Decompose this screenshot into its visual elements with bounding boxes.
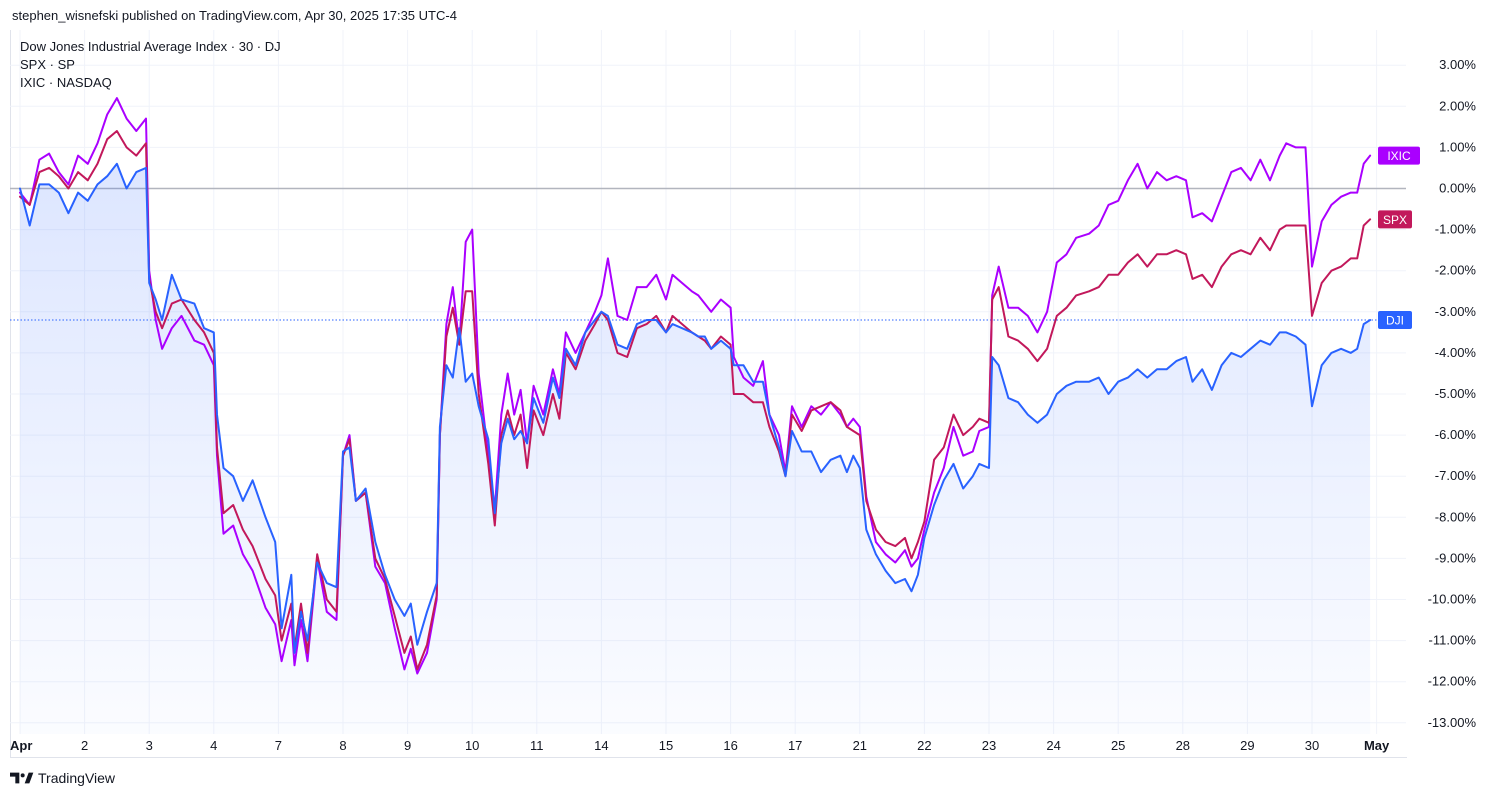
badge-label: DJI	[1386, 314, 1404, 328]
series-lines	[19, 97, 1372, 675]
legend-item-ixic[interactable]: IXIC · NASDAQ	[20, 75, 112, 90]
publish-line: stephen_wisnefski published on TradingVi…	[12, 8, 457, 23]
badge-spx: SPX	[1378, 210, 1412, 229]
y-tick-label: 1.00%	[1439, 139, 1476, 154]
series-line-dji[interactable]	[19, 162, 1372, 654]
y-tick-label: -1.00%	[1435, 222, 1477, 237]
x-tick-label: 11	[530, 738, 544, 753]
x-tick-label: 24	[1046, 738, 1060, 753]
y-tick-label: -12.00%	[1428, 674, 1477, 689]
badge-ixic: IXIC	[1378, 146, 1420, 165]
x-tick-label: 17	[788, 738, 802, 753]
series-badges: IXIC SPX DJI	[1378, 146, 1420, 330]
axes: 3.00% 2.00% 1.00% 0.00% -1.00% -2.00% -3.00% -4…	[10, 57, 1476, 753]
legend: Dow Jones Industrial Average Index · 30 …	[20, 38, 281, 92]
y-tick-label: 3.00%	[1439, 57, 1476, 72]
brand-name: TradingView	[38, 770, 116, 786]
x-tick-label: 21	[853, 738, 867, 753]
dji-area-fill	[20, 163, 1371, 735]
y-tick-label: -11.00%	[1429, 633, 1477, 648]
y-tick-label: -5.00%	[1435, 386, 1477, 401]
x-tick-label: 25	[1111, 738, 1125, 753]
y-tick-label: -7.00%	[1435, 468, 1477, 483]
x-tick-label: 22	[917, 738, 931, 753]
x-tick-label: Apr	[10, 738, 32, 753]
x-tick-label: 9	[404, 738, 411, 753]
badge-dji: DJI	[1378, 311, 1412, 330]
x-tick-label: 7	[275, 738, 282, 753]
x-tick-label: 3	[146, 738, 153, 753]
x-tick-label: 2	[81, 738, 88, 753]
x-tick-label: 23	[982, 738, 996, 753]
y-tick-label: -6.00%	[1435, 427, 1477, 442]
series-line-spx[interactable]	[19, 130, 1372, 671]
x-tick-label: 14	[594, 738, 608, 753]
badge-bg	[1378, 210, 1412, 229]
x-tick-label: 10	[465, 738, 479, 753]
x-tick-label: 4	[210, 738, 217, 753]
x-tick-label: 29	[1240, 738, 1254, 753]
x-tick-label: 16	[723, 738, 737, 753]
badge-label: IXIC	[1387, 149, 1411, 163]
x-tick-label: 15	[659, 738, 673, 753]
x-tick-label: 8	[339, 738, 346, 753]
x-tick-label: 28	[1176, 738, 1190, 753]
y-tick-label: 0.00%	[1439, 181, 1476, 196]
brand-footer[interactable]: TradingView	[10, 769, 115, 787]
badge-bg	[1378, 311, 1412, 330]
y-tick-label: -13.00%	[1428, 715, 1477, 730]
dji-area	[20, 163, 1371, 735]
badge-label: SPX	[1383, 213, 1407, 227]
legend-item-dji[interactable]: Dow Jones Industrial Average Index · 30 …	[20, 39, 281, 54]
y-tick-label: -3.00%	[1435, 304, 1477, 319]
x-tick-label: 30	[1305, 738, 1319, 753]
y-tick-label: -2.00%	[1435, 263, 1477, 278]
y-tick-label: -9.00%	[1435, 550, 1477, 565]
y-tick-label: 2.00%	[1439, 98, 1476, 113]
badge-bg	[1378, 146, 1420, 165]
legend-item-spx[interactable]: SPX · SP	[20, 57, 75, 72]
y-tick-label: -4.00%	[1435, 345, 1477, 360]
x-tick-label: May	[1364, 738, 1390, 753]
tradingview-logo-icon	[10, 772, 34, 784]
y-tick-label: -10.00%	[1428, 592, 1477, 607]
y-tick-label: -8.00%	[1435, 509, 1477, 524]
series-line-ixic[interactable]	[19, 97, 1372, 675]
